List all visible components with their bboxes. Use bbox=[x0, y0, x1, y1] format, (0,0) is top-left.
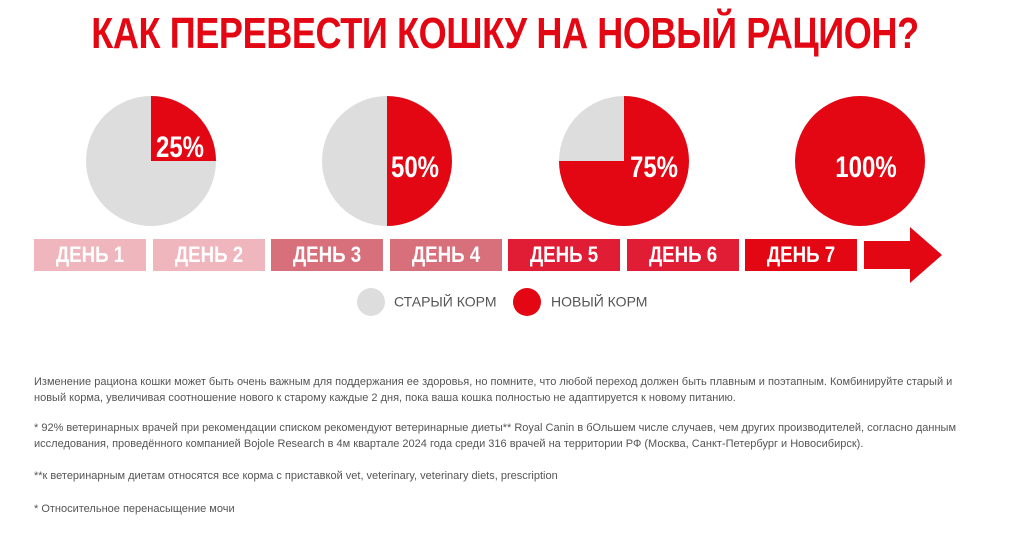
day-box-4 bbox=[390, 239, 502, 271]
note-urine: * Относительное перенасыщение мочи bbox=[34, 503, 235, 515]
legend-swatch-1 bbox=[357, 288, 385, 316]
pie-new-food-4 bbox=[795, 96, 925, 226]
day-label-7: ДЕНЬ 7 bbox=[767, 243, 835, 267]
page-title: КАК ПЕРЕВЕСТИ КОШКУ НА НОВЫЙ РАЦИОН? bbox=[91, 9, 919, 58]
pie-new-food-2 bbox=[387, 96, 452, 226]
day-label-2: ДЕНЬ 2 bbox=[175, 243, 243, 267]
day-box-5 bbox=[508, 239, 620, 271]
day-label-3: ДЕНЬ 3 bbox=[293, 243, 361, 267]
day-box-6 bbox=[627, 239, 739, 271]
note-vet-diets: **к ветеринарным диетам относятся все ко… bbox=[34, 470, 558, 482]
note-intro: Изменение рациона кошки может быть очень… bbox=[34, 376, 953, 404]
note-survey: * 92% ветеринарных врачей при рекомендац… bbox=[34, 422, 957, 450]
description-notes: Изменение рациона кошки может быть очень… bbox=[34, 374, 984, 406]
day-label-5: ДЕНЬ 5 bbox=[530, 243, 598, 267]
pie-label-4: 100% bbox=[835, 149, 896, 183]
legend-swatch-2 bbox=[513, 288, 541, 316]
footnote-vet-diets: **к ветеринарным диетам относятся все ко… bbox=[34, 468, 984, 484]
timeline-arrow bbox=[864, 227, 942, 283]
day-box-1 bbox=[34, 239, 146, 271]
day-box-3 bbox=[271, 239, 383, 271]
transition-chart: 25% 50% 75% 100% ДЕНЬ 1 ДЕНЬ 2 ДЕНЬ 3 ДЕНЬ 4 ДЕН… bbox=[34, 96, 942, 316]
legend-label-1: СТАРЫЙ КОРМ bbox=[394, 293, 496, 310]
pie-new-food-1 bbox=[151, 96, 216, 161]
pie-label-2: 50% bbox=[391, 149, 439, 183]
pie-label-3: 75% bbox=[630, 149, 678, 183]
footnote-survey: * 92% ветеринарных врачей при рекомендац… bbox=[34, 420, 984, 452]
day-box-2 bbox=[153, 239, 265, 271]
day-box-7 bbox=[745, 239, 857, 271]
day-label-6: ДЕНЬ 6 bbox=[649, 243, 717, 267]
day-label-4: ДЕНЬ 4 bbox=[412, 243, 481, 267]
legend-label-2: НОВЫЙ КОРМ bbox=[551, 293, 647, 310]
footnote-urine: * Относительное перенасыщение мочи bbox=[34, 501, 984, 517]
day-label-1: ДЕНЬ 1 bbox=[56, 243, 124, 267]
pie-label-1: 25% bbox=[156, 129, 204, 163]
pie-new-food-3 bbox=[559, 96, 689, 226]
